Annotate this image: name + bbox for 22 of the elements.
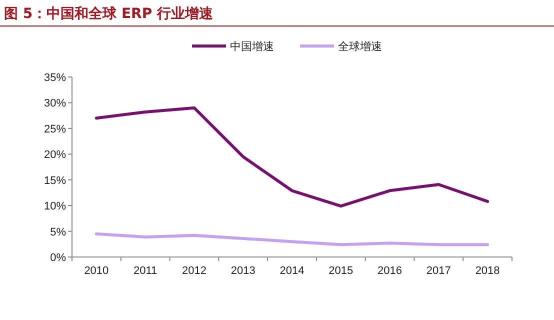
y-tick-label: 5% <box>50 226 66 238</box>
y-tick-label: 30% <box>44 98 66 110</box>
y-tick-label: 25% <box>44 123 66 136</box>
chart-title: 图 5：中国和全球 ERP 行业增速 <box>4 6 214 22</box>
line-series <box>94 232 490 246</box>
y-tick-label: 35% <box>44 72 66 84</box>
line-series <box>94 106 490 208</box>
y-tick-label: 20% <box>44 149 66 162</box>
x-tick-label: 2016 <box>378 265 402 277</box>
x-tick-label: 2014 <box>280 265 304 277</box>
y-tick-label: 10% <box>44 200 66 213</box>
x-tick-label: 2010 <box>84 265 109 277</box>
x-tick-label: 2017 <box>426 265 451 277</box>
y-tick-label: 0% <box>50 252 66 264</box>
x-tick-label: 2012 <box>182 265 206 277</box>
legend-label: 全球增速 <box>338 40 382 53</box>
x-tick-label: 2015 <box>328 265 354 277</box>
x-tick-label: 2011 <box>134 265 158 277</box>
x-tick-label: 2013 <box>230 265 256 277</box>
y-tick-label: 15% <box>44 174 66 187</box>
x-tick-label: 2018 <box>475 265 500 277</box>
legend-label: 中国增速 <box>230 40 274 53</box>
